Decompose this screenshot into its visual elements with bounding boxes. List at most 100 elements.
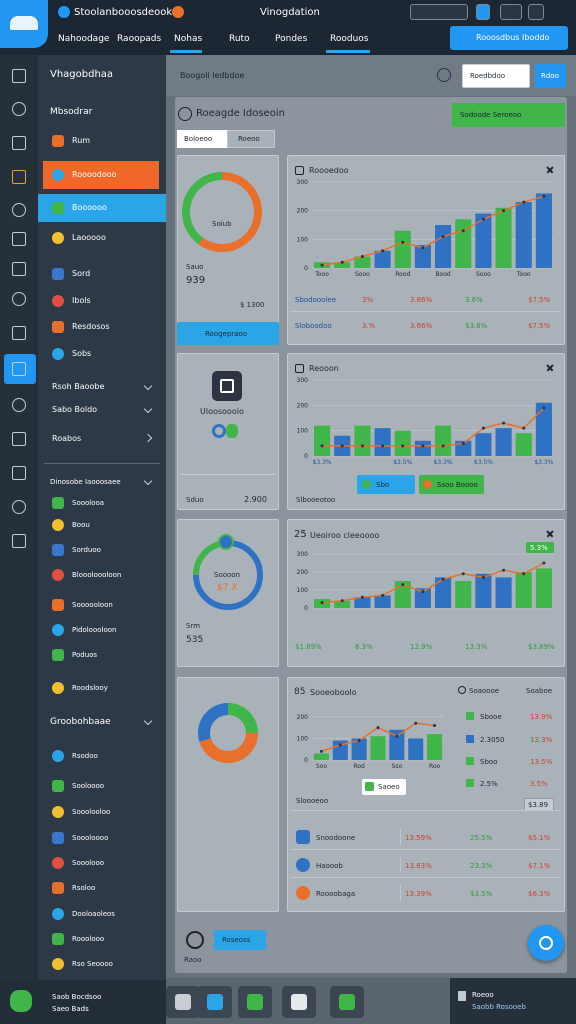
rail-icon[interactable] [12,292,26,306]
header-icon[interactable] [500,4,522,20]
menu-item[interactable]: Rooolooo [72,935,105,943]
legend-button[interactable] [419,475,484,494]
menu-icon[interactable] [52,806,64,818]
rail-icon[interactable] [12,362,26,376]
menu-icon[interactable] [52,933,64,945]
menu-item[interactable]: Ibols [72,296,91,305]
tab[interactable] [177,130,227,148]
menu-item[interactable]: Sooloooo [72,782,105,790]
bottom-icon[interactable] [186,931,204,949]
action-button-label[interactable]: Rooosdbus Iboddo [476,33,550,42]
toolbar-icon[interactable] [437,68,451,82]
menu-item[interactable]: Pidoloooloon [72,626,117,634]
menu-item[interactable]: Sooolooa [72,499,105,507]
menu-icon[interactable] [52,135,64,147]
menu-icon[interactable] [52,321,64,333]
rail-icon[interactable] [12,69,26,83]
menu-item[interactable]: Sooolooo [72,859,105,867]
menu-item[interactable]: Soooooloon [72,601,113,609]
rail-icon[interactable] [12,534,26,548]
menu-icon[interactable] [52,780,64,792]
menu-item[interactable]: Sobs [72,349,92,358]
nav-tab[interactable]: Pondes [275,34,308,44]
menu-item[interactable]: Roodslooy [72,684,108,692]
menu-item[interactable]: Roooodooo [72,170,117,179]
rail-icon[interactable] [12,170,26,184]
rail-active[interactable] [4,354,36,384]
header-icon[interactable] [476,4,490,20]
menu-icon[interactable] [52,832,64,844]
menu-item[interactable]: Bloooloooloon [72,571,122,579]
menu-icon[interactable] [52,882,64,894]
menu-item[interactable]: Sorduoo [72,546,101,554]
menu-item[interactable]: Boou [72,521,90,529]
rail-icon[interactable] [12,466,26,480]
menu-group[interactable]: Sabo Boldo [52,405,98,414]
menu-icon[interactable] [52,497,64,509]
menu-icon[interactable] [52,624,64,636]
menu-icon[interactable] [52,348,64,360]
menu-group[interactable]: Rsoh Baoobe [52,382,105,391]
chart-button-label[interactable]: Saoeo [378,783,400,791]
rail-icon[interactable] [12,203,26,217]
tab-label[interactable]: Boloeoo [184,135,213,143]
menu-icon[interactable] [52,599,64,611]
menu-item[interactable]: Soooloooo [72,834,109,842]
menu-icon[interactable] [52,649,64,661]
menu-icon[interactable] [52,169,64,181]
bottom-button-label[interactable]: Roseoss [222,936,251,944]
toolbar-button[interactable] [535,64,566,88]
menu-icon[interactable] [52,958,64,970]
menu-icon[interactable] [52,202,64,214]
menu-icon[interactable] [52,569,64,581]
menu-item[interactable]: Laooooo [72,233,106,242]
tab[interactable] [227,130,275,148]
header-icon[interactable] [528,4,544,20]
menu-icon[interactable] [52,750,64,762]
menu-icon[interactable] [52,857,64,869]
legend-button-label[interactable]: Ssoo Boooo [437,481,478,489]
menu-icon[interactable] [52,268,64,280]
header-icon[interactable] [410,4,468,20]
filter-label[interactable]: Sodoode Seroeoo [460,111,522,119]
menu-icon[interactable] [52,544,64,556]
nav-tab[interactable]: Nahoodage [58,34,110,44]
rail-icon[interactable] [12,136,26,150]
menu-item[interactable]: Poduos [72,651,98,659]
menu-item[interactable]: Boooooo [72,203,107,212]
menu-item[interactable]: Resdosos [72,322,110,331]
nav-tab[interactable]: Raoopads [117,34,162,44]
nav-tab[interactable]: Nohas [174,34,203,44]
menu-group[interactable]: Roabos [52,434,82,443]
menu-icon[interactable] [52,682,64,694]
menu-item[interactable]: Sord [72,269,91,278]
menu-item[interactable]: Dooloaoleos [72,910,115,918]
bottom-button[interactable] [214,930,266,950]
menu-icon[interactable] [52,295,64,307]
menu-item[interactable]: Rso Seoooo [72,960,113,968]
menu-icon[interactable] [52,908,64,920]
menu-item[interactable]: Sooolooloo [72,808,111,816]
legend-button[interactable] [357,475,415,494]
rail-icon[interactable] [12,262,26,276]
nav-tab[interactable]: Rooduos [330,34,369,44]
rail-icon[interactable] [12,398,26,412]
rail-icon[interactable] [12,432,26,446]
rail-icon[interactable] [12,102,26,116]
rail-icon[interactable] [12,500,26,514]
rail-icon[interactable] [12,326,26,340]
card-button[interactable] [177,322,279,345]
menu-item[interactable]: Rsoloo [72,884,96,892]
toolbar-button-label[interactable]: Rdoo [541,72,559,80]
menu-item[interactable]: Rsodoo [72,752,98,760]
filter-button[interactable] [452,103,565,127]
card-button-label[interactable]: Roogepraoo [205,330,248,338]
legend-button-label[interactable]: Sbo [376,481,390,489]
action-button[interactable] [450,26,568,50]
search-label[interactable]: Roedbdoo [470,72,506,80]
menu-icon[interactable] [52,232,64,244]
nav-tab[interactable]: Ruto [229,34,250,44]
tab-label[interactable]: Roeoo [238,135,260,143]
rail-icon[interactable] [12,232,26,246]
menu-item[interactable]: Rum [72,136,91,145]
